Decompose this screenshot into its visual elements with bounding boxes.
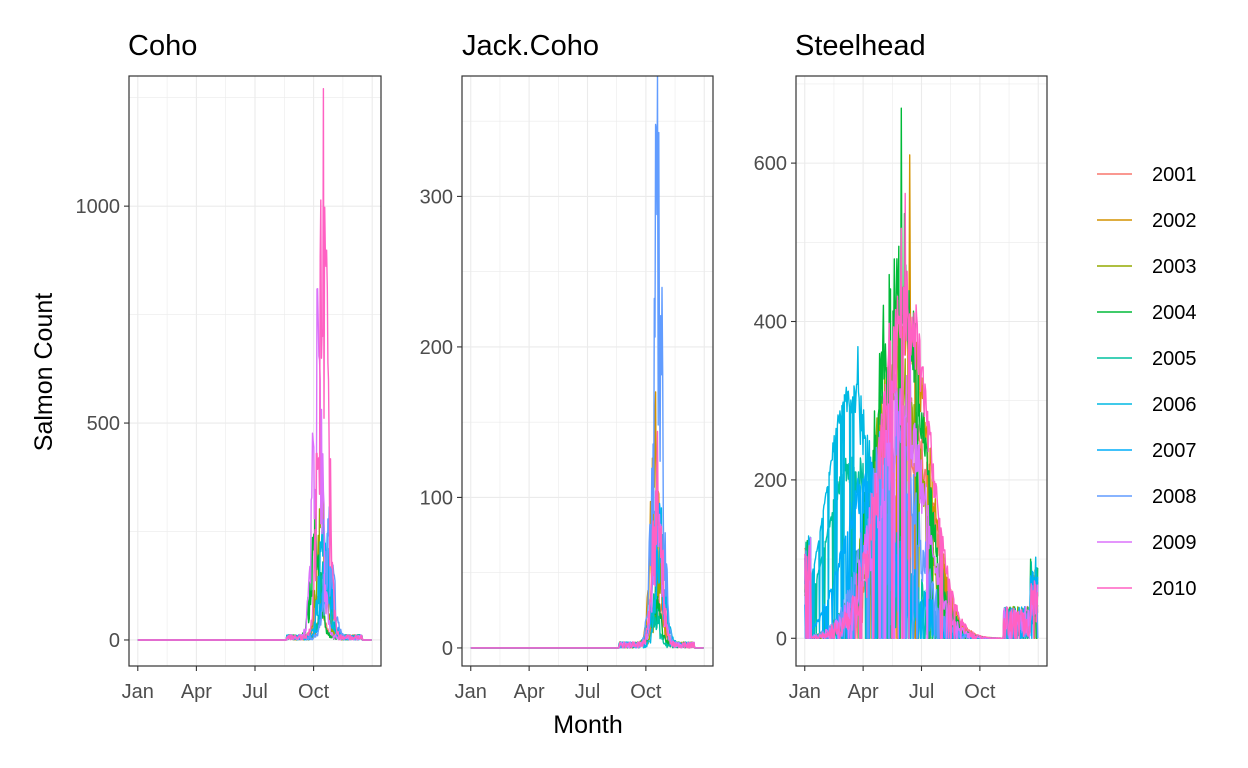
series-lines — [137, 87, 372, 641]
y-axis-title: Salmon Count — [30, 293, 58, 451]
x-tick-label: Jan — [122, 681, 154, 703]
panel-title-jack-coho: Jack.Coho — [462, 30, 599, 62]
y-tick-label: 200 — [754, 470, 787, 492]
y-tick-label: 400 — [754, 312, 787, 334]
x-tick-label: Jul — [909, 681, 935, 703]
y-tick-label: 1000 — [76, 196, 121, 218]
y-tick-label: 0 — [442, 638, 453, 660]
x-axis-title: Month — [553, 711, 622, 739]
legend-label-2004: 2004 — [1152, 302, 1197, 324]
x-tick-label: Oct — [298, 681, 330, 703]
y-tick-label: 0 — [109, 630, 120, 652]
legend-label-2001: 2001 — [1152, 164, 1197, 186]
legend: 2001 2002 2003 2004 2005 2006 2007 2008 2009 2010 — [1097, 164, 1197, 600]
legend-label-2009: 2009 — [1152, 532, 1197, 554]
legend-label-2003: 2003 — [1152, 256, 1197, 278]
series-lines — [470, 76, 704, 649]
x-tick-label: Apr — [848, 681, 879, 703]
x-tick-label: Oct — [964, 681, 996, 703]
panel-coho: Coho 0 500 1000 Jan Apr Jul Oct — [76, 30, 382, 703]
gridlines — [129, 76, 381, 666]
series-line-2010 — [137, 87, 372, 641]
y-tick-label: 100 — [420, 487, 453, 509]
y-tick-label: 200 — [420, 337, 453, 359]
legend-label-2010: 2010 — [1152, 578, 1197, 600]
legend-label-2006: 2006 — [1152, 394, 1197, 416]
series-line-2010 — [804, 192, 1039, 639]
series-line-2010 — [470, 430, 704, 649]
x-tick-label: Jul — [242, 681, 268, 703]
legend-label-2002: 2002 — [1152, 210, 1197, 232]
y-tick-label: 0 — [776, 628, 787, 650]
x-tick-label: Apr — [514, 681, 545, 703]
x-tick-label: Apr — [181, 681, 212, 703]
gridlines — [462, 76, 713, 666]
panel-jack-coho: Jack.Coho 0 100 200 300 Jan Apr Jul Oct — [420, 30, 714, 703]
series-lines — [804, 107, 1039, 639]
legend-label-2005: 2005 — [1152, 348, 1197, 370]
y-tick-label: 600 — [754, 153, 787, 175]
legend-label-2007: 2007 — [1152, 440, 1197, 462]
panel-title-coho: Coho — [128, 30, 197, 62]
x-tick-label: Jul — [575, 681, 601, 703]
panel-steelhead: Steelhead 0 200 400 600 Jan Apr Jul Oct — [754, 30, 1048, 703]
y-tick-label: 300 — [420, 186, 453, 208]
y-tick-label: 500 — [87, 413, 120, 435]
legend-label-2008: 2008 — [1152, 486, 1197, 508]
x-tick-label: Jan — [455, 681, 487, 703]
x-tick-label: Jan — [789, 681, 821, 703]
x-tick-label: Oct — [630, 681, 662, 703]
panel-title-steelhead: Steelhead — [795, 30, 926, 62]
